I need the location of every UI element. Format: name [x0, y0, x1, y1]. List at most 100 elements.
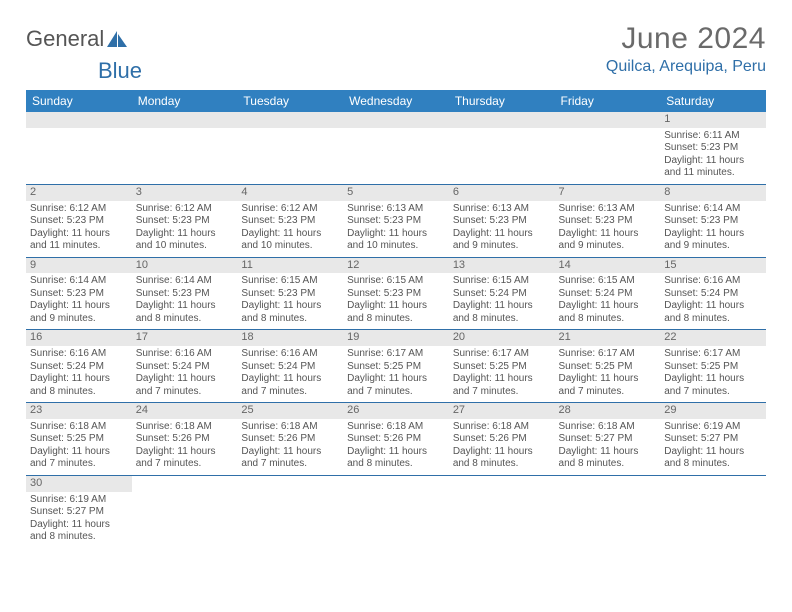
day-number: 3 [132, 185, 238, 201]
calendar-header-row: Sunday Monday Tuesday Wednesday Thursday… [26, 90, 766, 112]
sunrise-text: Sunrise: 6:17 AM [664, 348, 762, 361]
day-details: Sunrise: 6:16 AMSunset: 5:24 PMDaylight:… [237, 346, 343, 402]
sunrise-text: Sunrise: 6:14 AM [664, 203, 762, 216]
calendar-table: Sunday Monday Tuesday Wednesday Thursday… [26, 90, 766, 548]
day-details: Sunrise: 6:13 AMSunset: 5:23 PMDaylight:… [449, 201, 555, 257]
day-number-empty [132, 112, 238, 128]
daylight-text: Daylight: 11 hours and 7 minutes. [241, 446, 339, 471]
calendar-day-cell: 21Sunrise: 6:17 AMSunset: 5:25 PMDayligh… [555, 330, 661, 403]
daylight-text: Daylight: 11 hours and 11 minutes. [30, 228, 128, 253]
day-number: 23 [26, 403, 132, 419]
logo-text-blue: Blue [98, 58, 142, 84]
sunrise-text: Sunrise: 6:18 AM [347, 421, 445, 434]
calendar-day-cell: 1Sunrise: 6:11 AMSunset: 5:23 PMDaylight… [660, 112, 766, 184]
day-number: 2 [26, 185, 132, 201]
day-number: 27 [449, 403, 555, 419]
day-details: Sunrise: 6:16 AMSunset: 5:24 PMDaylight:… [660, 273, 766, 329]
day-details: Sunrise: 6:14 AMSunset: 5:23 PMDaylight:… [132, 273, 238, 329]
sunset-text: Sunset: 5:26 PM [453, 433, 551, 446]
sunset-text: Sunset: 5:27 PM [664, 433, 762, 446]
day-number: 29 [660, 403, 766, 419]
sunset-text: Sunset: 5:25 PM [559, 361, 657, 374]
day-header: Monday [132, 90, 238, 112]
day-details: Sunrise: 6:16 AMSunset: 5:24 PMDaylight:… [132, 346, 238, 402]
day-number-empty [26, 112, 132, 128]
sunset-text: Sunset: 5:24 PM [664, 288, 762, 301]
calendar-day-cell: 20Sunrise: 6:17 AMSunset: 5:25 PMDayligh… [449, 330, 555, 403]
daylight-text: Daylight: 11 hours and 7 minutes. [347, 373, 445, 398]
day-number: 14 [555, 258, 661, 274]
sunrise-text: Sunrise: 6:18 AM [30, 421, 128, 434]
daylight-text: Daylight: 11 hours and 8 minutes. [453, 446, 551, 471]
sunset-text: Sunset: 5:23 PM [136, 288, 234, 301]
sunset-text: Sunset: 5:23 PM [559, 215, 657, 228]
calendar-day-cell [660, 475, 766, 547]
sunrise-text: Sunrise: 6:15 AM [559, 275, 657, 288]
calendar-day-cell: 8Sunrise: 6:14 AMSunset: 5:23 PMDaylight… [660, 184, 766, 257]
daylight-text: Daylight: 11 hours and 10 minutes. [347, 228, 445, 253]
daylight-text: Daylight: 11 hours and 8 minutes. [241, 300, 339, 325]
daylight-text: Daylight: 11 hours and 7 minutes. [664, 373, 762, 398]
day-number: 25 [237, 403, 343, 419]
sunrise-text: Sunrise: 6:18 AM [136, 421, 234, 434]
daylight-text: Daylight: 11 hours and 10 minutes. [136, 228, 234, 253]
calendar-day-cell: 14Sunrise: 6:15 AMSunset: 5:24 PMDayligh… [555, 257, 661, 330]
sunrise-text: Sunrise: 6:18 AM [241, 421, 339, 434]
sunset-text: Sunset: 5:23 PM [664, 215, 762, 228]
sunrise-text: Sunrise: 6:19 AM [664, 421, 762, 434]
sunrise-text: Sunrise: 6:14 AM [30, 275, 128, 288]
day-number: 7 [555, 185, 661, 201]
sunset-text: Sunset: 5:27 PM [559, 433, 657, 446]
day-details: Sunrise: 6:18 AMSunset: 5:26 PMDaylight:… [449, 419, 555, 475]
day-details: Sunrise: 6:18 AMSunset: 5:26 PMDaylight:… [237, 419, 343, 475]
day-details: Sunrise: 6:17 AMSunset: 5:25 PMDaylight:… [343, 346, 449, 402]
day-header: Wednesday [343, 90, 449, 112]
day-header: Tuesday [237, 90, 343, 112]
daylight-text: Daylight: 11 hours and 8 minutes. [30, 373, 128, 398]
day-header: Friday [555, 90, 661, 112]
daylight-text: Daylight: 11 hours and 7 minutes. [136, 446, 234, 471]
sunset-text: Sunset: 5:24 PM [453, 288, 551, 301]
day-header: Sunday [26, 90, 132, 112]
day-details: Sunrise: 6:15 AMSunset: 5:24 PMDaylight:… [449, 273, 555, 329]
sunset-text: Sunset: 5:24 PM [559, 288, 657, 301]
sunrise-text: Sunrise: 6:16 AM [664, 275, 762, 288]
location-label: Quilca, Arequipa, Peru [606, 58, 766, 76]
calendar-day-cell: 23Sunrise: 6:18 AMSunset: 5:25 PMDayligh… [26, 403, 132, 476]
daylight-text: Daylight: 11 hours and 7 minutes. [136, 373, 234, 398]
calendar-day-cell: 3Sunrise: 6:12 AMSunset: 5:23 PMDaylight… [132, 184, 238, 257]
calendar-day-cell: 10Sunrise: 6:14 AMSunset: 5:23 PMDayligh… [132, 257, 238, 330]
daylight-text: Daylight: 11 hours and 8 minutes. [559, 300, 657, 325]
daylight-text: Daylight: 11 hours and 10 minutes. [241, 228, 339, 253]
calendar-day-cell: 7Sunrise: 6:13 AMSunset: 5:23 PMDaylight… [555, 184, 661, 257]
sunset-text: Sunset: 5:26 PM [347, 433, 445, 446]
sunrise-text: Sunrise: 6:18 AM [453, 421, 551, 434]
day-number: 11 [237, 258, 343, 274]
sunrise-text: Sunrise: 6:12 AM [241, 203, 339, 216]
day-number: 13 [449, 258, 555, 274]
calendar-week-row: 2 Sunrise: 6:12 AM Sunset: 5:23 PM Daylight… [26, 184, 766, 257]
sunrise-text: Sunrise: 6:13 AM [347, 203, 445, 216]
sunset-text: Sunset: 5:23 PM [30, 288, 128, 301]
day-details: Sunrise: 6:18 AMSunset: 5:25 PMDaylight:… [26, 419, 132, 475]
day-number: 8 [660, 185, 766, 201]
sunrise-text: Sunrise: 6:14 AM [136, 275, 234, 288]
day-number: 9 [26, 258, 132, 274]
sunrise-text: Sunrise: 6:15 AM [347, 275, 445, 288]
sunset-text: Sunset: 5:23 PM [664, 142, 762, 155]
day-number-empty [449, 112, 555, 128]
day-number: 4 [237, 185, 343, 201]
day-number: 24 [132, 403, 238, 419]
calendar-week-row: 23Sunrise: 6:18 AMSunset: 5:25 PMDayligh… [26, 403, 766, 476]
day-details: Sunrise: 6:13 AMSunset: 5:23 PMDaylight:… [555, 201, 661, 257]
day-number: 6 [449, 185, 555, 201]
calendar-day-cell: 25Sunrise: 6:18 AMSunset: 5:26 PMDayligh… [237, 403, 343, 476]
daylight-text: Daylight: 11 hours and 8 minutes. [30, 519, 128, 544]
day-number: 19 [343, 330, 449, 346]
daylight-text: Daylight: 11 hours and 8 minutes. [136, 300, 234, 325]
calendar-day-cell: 5Sunrise: 6:13 AMSunset: 5:23 PMDaylight… [343, 184, 449, 257]
sunset-text: Sunset: 5:23 PM [347, 288, 445, 301]
day-number: 30 [26, 476, 132, 492]
sunset-text: Sunset: 5:26 PM [136, 433, 234, 446]
daylight-text: Daylight: 11 hours and 9 minutes. [453, 228, 551, 253]
